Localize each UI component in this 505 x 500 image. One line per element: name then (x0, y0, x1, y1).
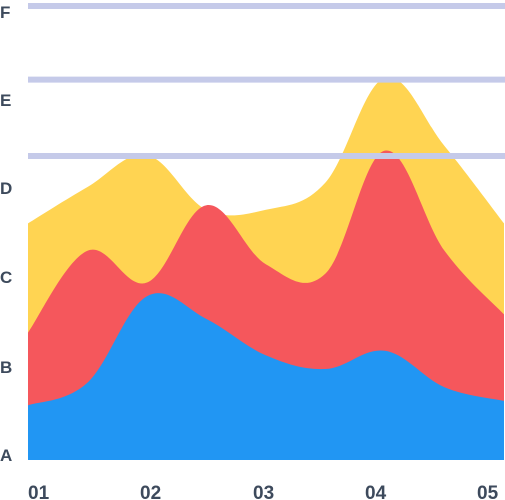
reference-lines (28, 3, 505, 160)
x-tick-label: 04 (365, 483, 387, 500)
y-tick-label: A (0, 446, 12, 465)
y-tick-label: C (0, 268, 12, 287)
y-tick-label: E (0, 91, 11, 110)
areas-layer (28, 77, 504, 461)
x-axis: 01 02 03 04 05 (28, 483, 499, 500)
y-axis: A B C D E F (0, 3, 12, 465)
y-tick-label: F (0, 3, 10, 22)
y-tick-label: D (0, 179, 12, 198)
x-tick-label: 02 (140, 483, 161, 500)
x-tick-label: 03 (253, 483, 274, 500)
y-tick-label: B (0, 358, 12, 377)
x-tick-label: 01 (28, 483, 50, 500)
x-tick-label: 05 (477, 483, 499, 500)
area-series-1 (28, 293, 504, 460)
